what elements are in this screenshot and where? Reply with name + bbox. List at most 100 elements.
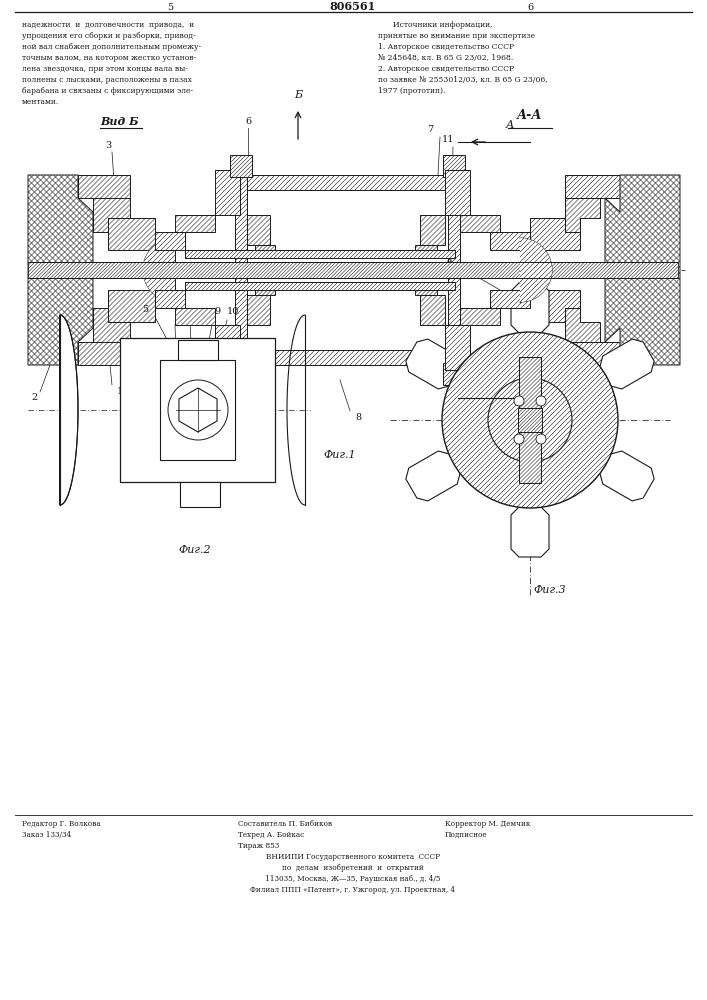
Polygon shape — [175, 215, 215, 232]
Text: 5: 5 — [167, 2, 173, 11]
Text: 113035, Москва, Ж—35, Раушская наб., д. 4/5: 113035, Москва, Ж—35, Раушская наб., д. … — [265, 875, 440, 883]
Text: № 245648, кл. В 65 G 23/02, 1968.: № 245648, кл. В 65 G 23/02, 1968. — [378, 54, 513, 62]
Text: 10: 10 — [227, 308, 239, 316]
Polygon shape — [108, 218, 155, 250]
Polygon shape — [28, 262, 678, 278]
Text: ной вал снабжен дополнительным промежу-: ной вал снабжен дополнительным промежу- — [22, 43, 201, 51]
Text: Техред А. Бойкас: Техред А. Бойкас — [238, 831, 304, 839]
Polygon shape — [600, 451, 654, 501]
Text: 9: 9 — [214, 308, 220, 316]
Polygon shape — [185, 250, 455, 258]
Text: ментами.: ментами. — [22, 98, 59, 106]
Polygon shape — [255, 282, 275, 295]
Polygon shape — [60, 315, 78, 505]
Text: Подписное: Подписное — [445, 831, 488, 839]
Polygon shape — [415, 245, 437, 258]
Polygon shape — [78, 342, 130, 365]
Text: 6: 6 — [245, 117, 251, 126]
Text: Вид Б: Вид Б — [100, 116, 139, 127]
Polygon shape — [448, 175, 460, 365]
Polygon shape — [530, 290, 580, 322]
Text: Источники информации,: Источники информации, — [393, 21, 493, 29]
Polygon shape — [490, 290, 530, 308]
Text: 3: 3 — [105, 140, 111, 149]
Text: по  делам  изобретений  и  открытий: по делам изобретений и открытий — [282, 864, 424, 872]
Text: 11: 11 — [442, 135, 455, 144]
Polygon shape — [565, 175, 620, 198]
Polygon shape — [235, 175, 460, 190]
Polygon shape — [415, 282, 437, 295]
Bar — [28, 262, 678, 278]
Text: Редактор Г. Волкова: Редактор Г. Волкова — [22, 820, 100, 828]
Text: 2: 2 — [32, 393, 38, 402]
Polygon shape — [445, 170, 470, 215]
Polygon shape — [179, 388, 217, 432]
Text: А.: А. — [504, 408, 516, 418]
Circle shape — [488, 378, 572, 462]
Polygon shape — [490, 232, 530, 250]
Text: 1977 (прототип).: 1977 (прототип). — [378, 87, 445, 95]
Bar — [180, 482, 220, 507]
Polygon shape — [247, 215, 270, 245]
Text: 806561: 806561 — [330, 1, 376, 12]
Text: лена звездочка, при этом концы вала вы-: лена звездочка, при этом концы вала вы- — [22, 65, 188, 73]
Bar — [178, 340, 218, 360]
Polygon shape — [460, 215, 500, 232]
Text: 5: 5 — [142, 306, 148, 314]
Circle shape — [536, 434, 546, 444]
Text: Филиал ППП «Патент», г. Ужгород, ул. Проектная, 4: Филиал ППП «Патент», г. Ужгород, ул. Про… — [250, 886, 455, 894]
Bar — [247, 190, 448, 350]
Text: 1: 1 — [117, 387, 123, 396]
Text: А: А — [506, 120, 514, 130]
Text: 1. Авторское свидетельство СССР: 1. Авторское свидетельство СССР — [378, 43, 514, 51]
Polygon shape — [518, 408, 542, 432]
Polygon shape — [230, 363, 252, 385]
Polygon shape — [247, 295, 270, 325]
Polygon shape — [600, 339, 654, 389]
Polygon shape — [406, 451, 460, 501]
Polygon shape — [155, 232, 185, 250]
Text: Заказ 133/34: Заказ 133/34 — [22, 831, 71, 839]
Text: барабана и связаны с фиксирующими эле-: барабана и связаны с фиксирующими эле- — [22, 87, 193, 95]
Circle shape — [514, 434, 524, 444]
Polygon shape — [93, 308, 130, 342]
Text: Составитель П. Бибиков: Составитель П. Бибиков — [238, 820, 332, 828]
Polygon shape — [406, 339, 460, 389]
Text: А-А: А-А — [518, 109, 543, 122]
Polygon shape — [565, 342, 620, 365]
Polygon shape — [420, 295, 445, 325]
Polygon shape — [108, 290, 155, 322]
Text: упрощения его сборки и разборки, привод-: упрощения его сборки и разборки, привод- — [22, 32, 196, 40]
Circle shape — [442, 332, 618, 508]
Circle shape — [536, 396, 546, 406]
Text: точным валом, на котором жестко установ-: точным валом, на котором жестко установ- — [22, 54, 197, 62]
Polygon shape — [511, 283, 549, 333]
Polygon shape — [235, 175, 247, 365]
Polygon shape — [255, 245, 275, 258]
Polygon shape — [445, 325, 470, 370]
Polygon shape — [93, 198, 130, 232]
Text: полнены с лысками, расположены в пазах: полнены с лысками, расположены в пазах — [22, 76, 192, 84]
Polygon shape — [175, 308, 215, 325]
Text: принятые во внимание при экспертизе: принятые во внимание при экспертизе — [378, 32, 535, 40]
Text: Фиг.3: Фиг.3 — [534, 585, 566, 595]
Polygon shape — [235, 350, 460, 365]
Text: 6: 6 — [527, 2, 533, 11]
Polygon shape — [443, 155, 465, 177]
Bar — [120, 338, 275, 482]
Bar — [160, 360, 235, 460]
Polygon shape — [155, 290, 185, 308]
Text: Корректор М. Демчик: Корректор М. Демчик — [445, 820, 530, 828]
Text: 7: 7 — [427, 125, 433, 134]
Text: 4: 4 — [447, 257, 453, 266]
Text: Фиг.1: Фиг.1 — [324, 450, 356, 460]
Text: ВНИИПИ Государственного комитета  СССР: ВНИИПИ Государственного комитета СССР — [266, 853, 440, 861]
Polygon shape — [78, 175, 130, 198]
Text: надежности  и  долговечности  привода,  и: надежности и долговечности привода, и — [22, 21, 194, 29]
Text: 2. Авторское свидетельство СССР: 2. Авторское свидетельство СССР — [378, 65, 514, 73]
Polygon shape — [565, 308, 600, 342]
Polygon shape — [460, 308, 500, 325]
Polygon shape — [230, 155, 252, 177]
Polygon shape — [511, 507, 549, 557]
Circle shape — [514, 396, 524, 406]
